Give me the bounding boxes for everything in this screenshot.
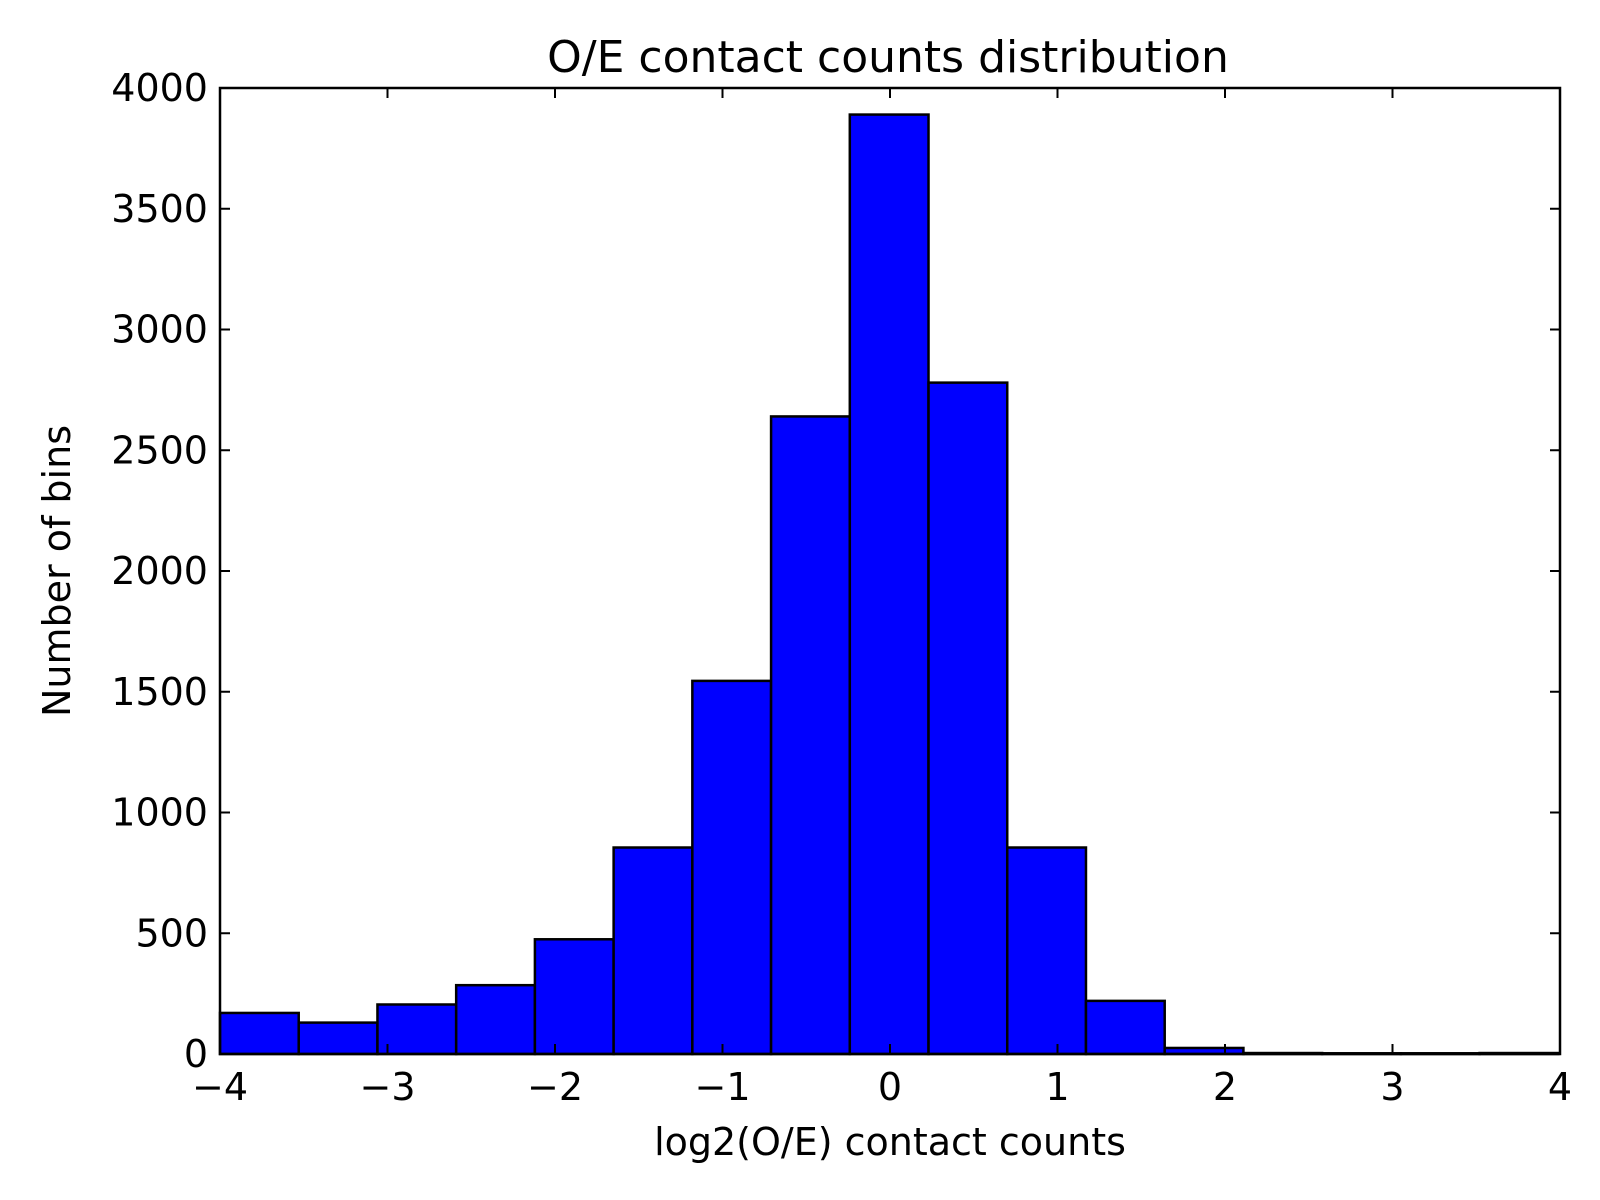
histogram-bar [769, 415, 852, 1056]
histogram-bar [297, 1021, 379, 1056]
y-tick-label: 3500 [111, 187, 208, 231]
x-tick-label: −4 [192, 1065, 248, 1109]
x-tick-label: 4 [1548, 1065, 1572, 1109]
y-tick-label: 2500 [111, 428, 208, 472]
histogram-bar [612, 846, 694, 1056]
histogram-bar [927, 381, 1009, 1056]
histogram-bar [1006, 846, 1088, 1056]
histogram-bar [691, 679, 773, 1056]
y-tick-label: 1500 [111, 670, 208, 714]
histogram-bar [376, 1003, 458, 1056]
y-axis-ticks: 0 500 1000 1500 2000 2500 3000 3500 4000 [111, 66, 1560, 1076]
histogram-bar [1084, 999, 1166, 1056]
histogram-bar [454, 983, 537, 1056]
histogram-bar [533, 938, 615, 1056]
x-tick-label: −3 [359, 1065, 415, 1109]
x-axis-label: log2(O/E) contact counts [654, 1120, 1126, 1164]
bars-group [218, 113, 1560, 1056]
x-tick-label: 2 [1213, 1065, 1237, 1109]
x-tick-label: 3 [1380, 1065, 1404, 1109]
y-tick-label: 3000 [111, 308, 208, 352]
y-tick-label: 4000 [111, 66, 208, 110]
chart-title: O/E contact counts distribution [547, 32, 1229, 83]
y-tick-label: 2000 [111, 549, 208, 593]
histogram-bar [848, 113, 930, 1056]
y-tick-label: 1000 [111, 791, 208, 835]
x-tick-label: −1 [694, 1065, 750, 1109]
y-tick-label: 0 [184, 1032, 208, 1076]
x-tick-label: 0 [878, 1065, 902, 1109]
x-tick-label: −2 [527, 1065, 583, 1109]
y-axis-label: Number of bins [35, 425, 79, 717]
x-axis-ticks: −4 −3 −2 −1 0 1 2 3 4 [192, 88, 1572, 1109]
y-tick-label: 500 [135, 911, 208, 955]
histogram-bar [218, 1011, 300, 1056]
x-tick-label: 1 [1045, 1065, 1069, 1109]
